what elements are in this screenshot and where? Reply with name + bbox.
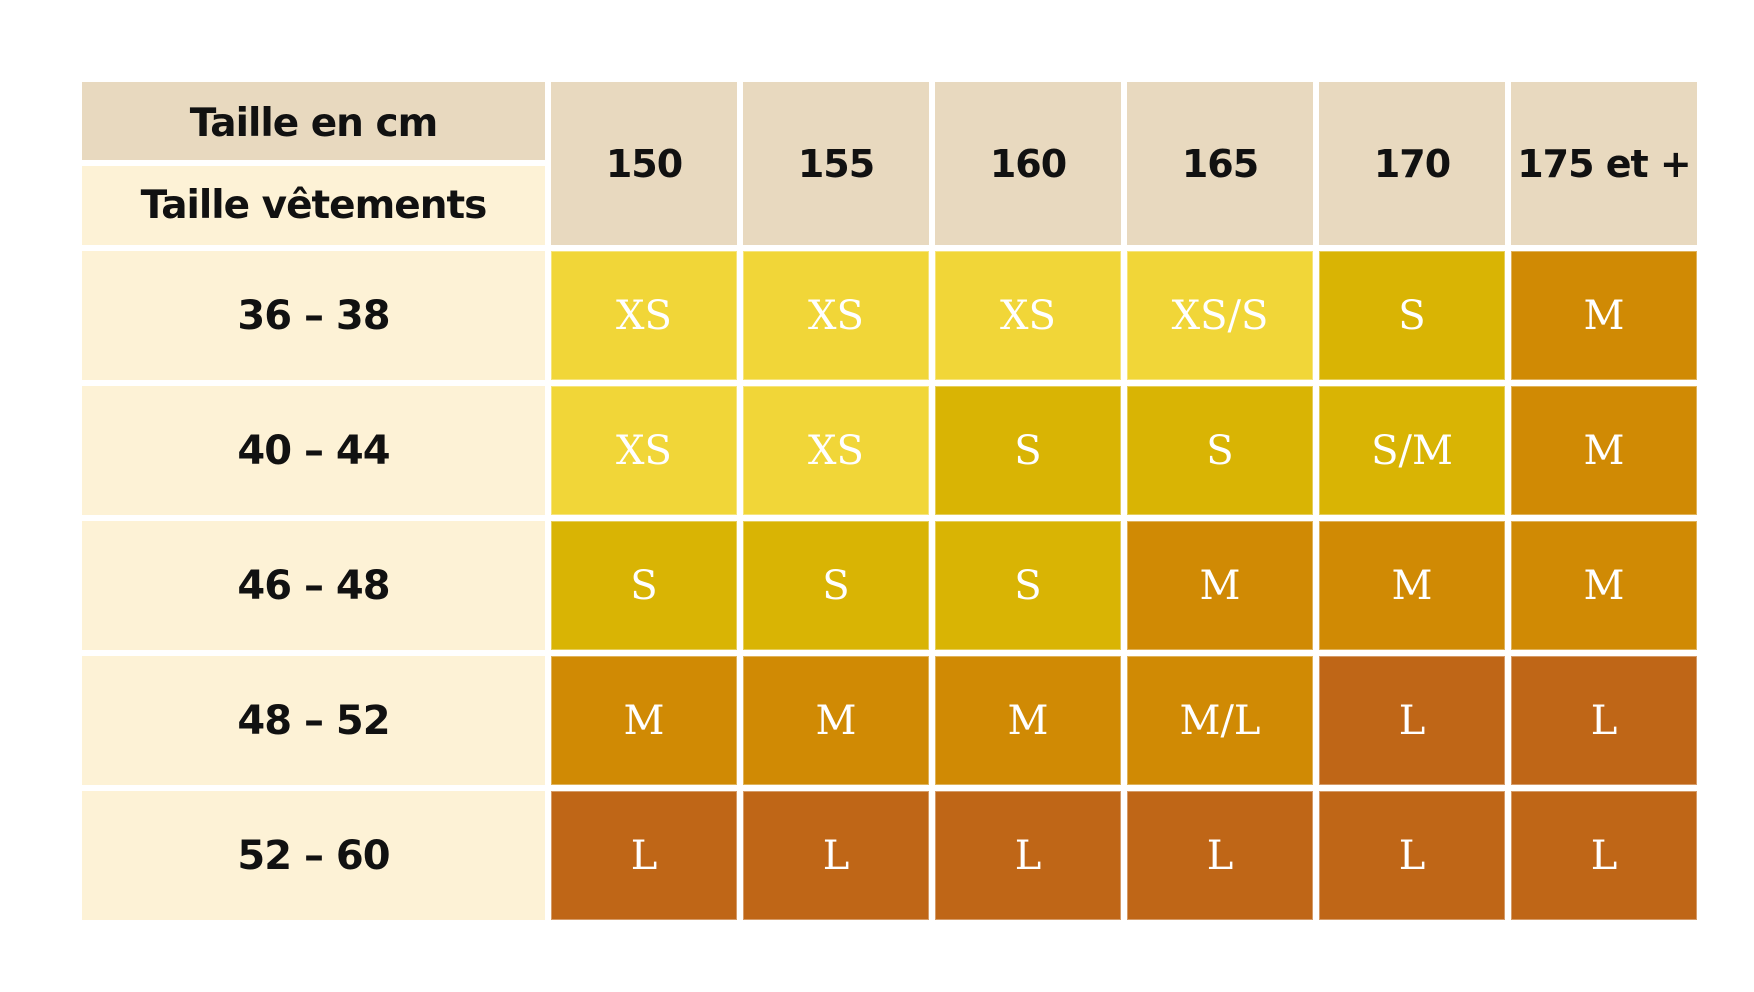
corner-clothing-size-header: Taille vêtements [82, 166, 545, 245]
size-cell: M [1319, 521, 1505, 650]
size-cell: M [743, 656, 929, 785]
row-label: 52 – 60 [82, 791, 545, 920]
size-cell: M [1127, 521, 1313, 650]
size-cell: M [1511, 386, 1697, 515]
size-cell: XS [551, 251, 737, 380]
size-cell: XS [935, 251, 1121, 380]
size-cell: L [1511, 656, 1697, 785]
size-cell: XS [743, 251, 929, 380]
column-header: 150 [551, 82, 737, 245]
row-label: 48 – 52 [82, 656, 545, 785]
column-header: 165 [1127, 82, 1313, 245]
size-cell: M [1511, 251, 1697, 380]
size-cell: S [1319, 251, 1505, 380]
row-label: 46 – 48 [82, 521, 545, 650]
column-header: 175 et + [1511, 82, 1697, 245]
size-cell: S [1127, 386, 1313, 515]
row-label: 40 – 44 [82, 386, 545, 515]
column-header: 170 [1319, 82, 1505, 245]
size-chart-table: Taille en cm Taille vêtements 150 155 16… [82, 82, 1697, 924]
size-cell: L [1319, 656, 1505, 785]
row-label: 36 – 38 [82, 251, 545, 380]
size-cell: L [551, 791, 737, 920]
size-cell: XS [743, 386, 929, 515]
size-cell: XS/S [1127, 251, 1313, 380]
size-cell: L [1319, 791, 1505, 920]
size-cell: L [743, 791, 929, 920]
size-cell: S [935, 521, 1121, 650]
size-cell: S [935, 386, 1121, 515]
column-header: 155 [743, 82, 929, 245]
column-header: 160 [935, 82, 1121, 245]
size-cell: M [1511, 521, 1697, 650]
size-cell: S/M [1319, 386, 1505, 515]
size-cell: L [1511, 791, 1697, 920]
size-cell: S [551, 521, 737, 650]
size-cell: L [935, 791, 1121, 920]
corner-height-header: Taille en cm [82, 82, 545, 160]
size-cell: XS [551, 386, 737, 515]
size-cell: M [551, 656, 737, 785]
size-cell: M [935, 656, 1121, 785]
size-cell: M/L [1127, 656, 1313, 785]
size-cell: S [743, 521, 929, 650]
size-cell: L [1127, 791, 1313, 920]
